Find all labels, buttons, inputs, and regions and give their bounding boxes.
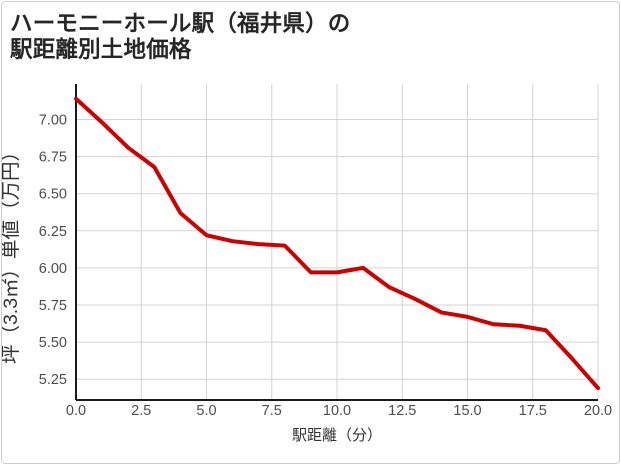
svg-text:10.0: 10.0: [323, 403, 351, 419]
svg-text:5.75: 5.75: [39, 298, 67, 314]
svg-text:12.5: 12.5: [388, 403, 416, 419]
svg-text:6.25: 6.25: [39, 224, 67, 240]
svg-text:20.0: 20.0: [584, 403, 612, 419]
svg-text:坪（3.3㎡）単値（万円）: 坪（3.3㎡）単値（万円）: [2, 142, 22, 364]
svg-text:駅距離（分）: 駅距離（分）: [292, 426, 382, 444]
svg-text:2.5: 2.5: [131, 403, 151, 419]
svg-text:6.75: 6.75: [39, 150, 67, 166]
svg-text:0.0: 0.0: [66, 403, 86, 419]
svg-text:7.5: 7.5: [262, 403, 282, 419]
svg-text:5.0: 5.0: [196, 403, 216, 419]
svg-text:7.00: 7.00: [39, 113, 67, 129]
svg-text:17.5: 17.5: [519, 403, 547, 419]
svg-text:5.25: 5.25: [39, 372, 67, 388]
svg-text:5.50: 5.50: [39, 335, 67, 351]
svg-text:15.0: 15.0: [453, 403, 481, 419]
svg-text:6.50: 6.50: [39, 187, 67, 203]
svg-text:6.00: 6.00: [39, 261, 67, 277]
